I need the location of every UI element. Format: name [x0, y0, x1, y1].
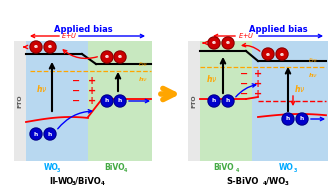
Text: /BiVO: /BiVO	[75, 177, 101, 185]
Text: −: −	[240, 89, 248, 99]
Circle shape	[102, 96, 112, 106]
FancyBboxPatch shape	[14, 41, 26, 161]
Circle shape	[209, 96, 219, 106]
Text: Applied bias: Applied bias	[249, 25, 307, 33]
Circle shape	[222, 95, 234, 107]
Text: $E_{FB}$: $E_{FB}$	[138, 60, 148, 69]
Text: 3: 3	[293, 167, 297, 173]
Text: /WO: /WO	[266, 177, 285, 185]
Circle shape	[31, 42, 41, 52]
Circle shape	[44, 128, 56, 140]
Circle shape	[262, 48, 274, 60]
Text: h: h	[300, 116, 304, 122]
Circle shape	[276, 48, 288, 60]
Circle shape	[115, 96, 125, 106]
Text: BiVO: BiVO	[214, 163, 234, 171]
Text: e: e	[280, 51, 284, 57]
Text: h: h	[105, 98, 109, 104]
Text: e: e	[266, 51, 270, 57]
Circle shape	[282, 113, 294, 125]
Text: $E$+$U$: $E$+$U$	[238, 32, 254, 40]
Text: h$\nu$: h$\nu$	[138, 75, 148, 83]
Text: e: e	[118, 54, 122, 60]
Text: 3: 3	[72, 181, 76, 186]
FancyBboxPatch shape	[188, 41, 252, 161]
Circle shape	[263, 49, 273, 59]
Circle shape	[102, 52, 112, 62]
Circle shape	[208, 37, 220, 49]
Text: +: +	[254, 79, 262, 89]
Circle shape	[223, 96, 233, 106]
Text: $E_{FB}$: $E_{FB}$	[308, 56, 318, 65]
Text: e: e	[48, 44, 52, 50]
Circle shape	[101, 51, 113, 63]
Text: −: −	[72, 96, 80, 106]
Circle shape	[208, 95, 220, 107]
Circle shape	[44, 41, 56, 53]
Circle shape	[101, 95, 113, 107]
Text: 3: 3	[56, 167, 60, 173]
Text: h$\nu$: h$\nu$	[36, 84, 48, 94]
Circle shape	[283, 114, 293, 124]
Text: h$\nu$: h$\nu$	[206, 74, 218, 84]
Text: e: e	[34, 44, 38, 50]
FancyBboxPatch shape	[88, 41, 152, 161]
FancyBboxPatch shape	[252, 41, 328, 161]
Circle shape	[223, 38, 233, 48]
Circle shape	[114, 51, 126, 63]
Circle shape	[45, 42, 55, 52]
Text: h: h	[212, 98, 216, 104]
Text: WO: WO	[43, 163, 58, 171]
Text: h: h	[118, 98, 122, 104]
Text: FTO: FTO	[192, 94, 197, 108]
Circle shape	[222, 37, 234, 49]
Text: +: +	[88, 86, 96, 96]
Text: e: e	[212, 40, 216, 46]
Text: −: −	[240, 79, 248, 89]
Text: h: h	[48, 132, 52, 136]
Text: 4: 4	[101, 181, 105, 186]
Text: 3: 3	[285, 181, 289, 186]
Text: h: h	[286, 116, 290, 122]
Circle shape	[115, 52, 125, 62]
Circle shape	[30, 41, 42, 53]
Text: h$\nu$: h$\nu$	[308, 71, 318, 79]
Circle shape	[30, 128, 42, 140]
Text: h: h	[34, 132, 38, 136]
Text: −: −	[240, 69, 248, 79]
Text: +: +	[254, 69, 262, 79]
Text: S-BiVO: S-BiVO	[226, 177, 258, 185]
Text: −: −	[72, 86, 80, 96]
Text: BiVO: BiVO	[105, 163, 125, 171]
Circle shape	[45, 129, 55, 139]
Text: +: +	[254, 89, 262, 99]
FancyBboxPatch shape	[14, 41, 88, 161]
Circle shape	[209, 38, 219, 48]
Text: 4: 4	[235, 167, 239, 173]
Text: Ⅱ-: Ⅱ-	[49, 177, 58, 185]
Text: Applied bias: Applied bias	[54, 25, 112, 33]
Text: FTO: FTO	[18, 94, 23, 108]
Circle shape	[114, 95, 126, 107]
Text: e: e	[105, 54, 109, 60]
Text: h: h	[226, 98, 230, 104]
Text: 4: 4	[124, 167, 128, 173]
Circle shape	[296, 113, 308, 125]
Text: h$\nu$: h$\nu$	[294, 84, 306, 94]
Text: +: +	[88, 96, 96, 106]
Circle shape	[297, 114, 307, 124]
FancyBboxPatch shape	[188, 41, 200, 161]
Text: WO: WO	[58, 177, 74, 185]
Circle shape	[277, 49, 287, 59]
Text: $E$+$U$: $E$+$U$	[61, 32, 77, 40]
Text: −: −	[72, 76, 80, 86]
Text: +: +	[88, 76, 96, 86]
Text: 4: 4	[263, 181, 267, 186]
Text: e: e	[226, 40, 230, 46]
Circle shape	[31, 129, 41, 139]
Text: WO: WO	[279, 163, 293, 171]
